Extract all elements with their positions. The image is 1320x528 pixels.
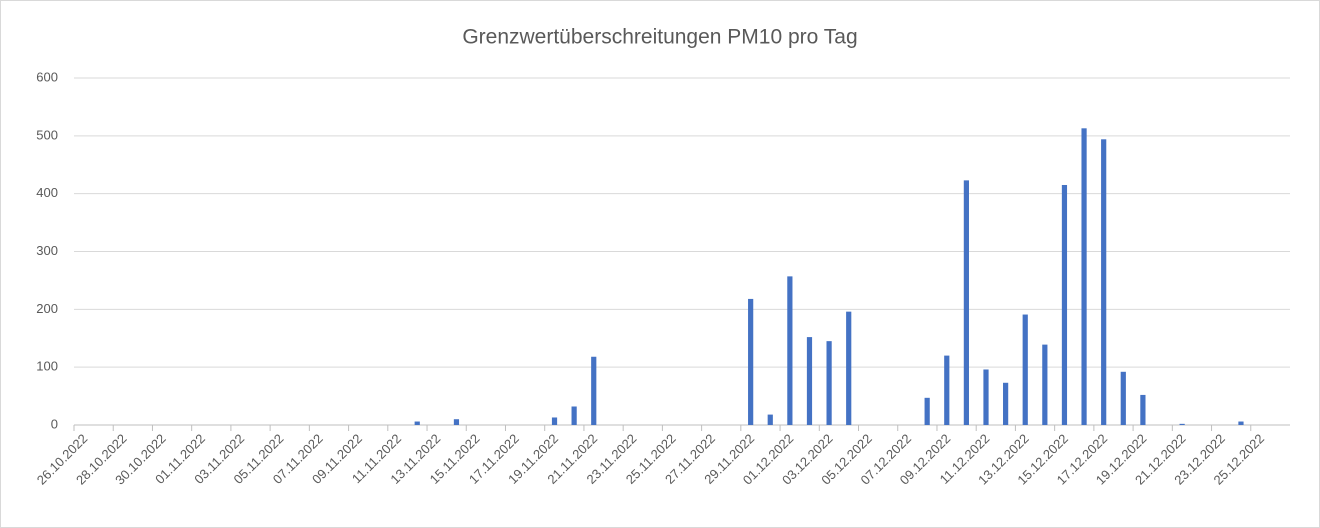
bar: [1101, 139, 1107, 425]
bar: [806, 337, 813, 425]
bar: [1179, 423, 1185, 425]
y-tick-label: 200: [36, 301, 58, 316]
bar: [591, 356, 597, 425]
y-tick-label: 400: [36, 185, 58, 200]
y-tick-label: 300: [36, 243, 58, 258]
bar: [963, 180, 969, 425]
bar: [1042, 344, 1048, 425]
bar: [1061, 184, 1068, 425]
bar: [1022, 314, 1028, 425]
bar: [1003, 382, 1009, 425]
y-tick-label: 100: [36, 359, 58, 374]
bar: [1140, 394, 1146, 425]
bar: [983, 369, 989, 425]
y-tick-label: 500: [36, 127, 58, 142]
y-tick-label: 0: [51, 416, 58, 431]
bar: [944, 355, 950, 425]
bar: [1120, 371, 1126, 425]
bar: [1081, 128, 1087, 425]
bar: [767, 414, 773, 425]
chart-title: Grenzwertüberschreitungen PM10 pro Tag: [462, 26, 857, 49]
bar: [748, 298, 754, 425]
bar: [414, 421, 420, 425]
bar: [571, 406, 577, 425]
bar: [453, 419, 460, 425]
y-tick-label: 600: [36, 69, 58, 84]
bar: [1238, 421, 1244, 425]
bar: [551, 417, 558, 425]
bar: [924, 397, 930, 425]
bar: [826, 341, 832, 425]
bar: [787, 276, 793, 425]
bar: [846, 311, 852, 425]
